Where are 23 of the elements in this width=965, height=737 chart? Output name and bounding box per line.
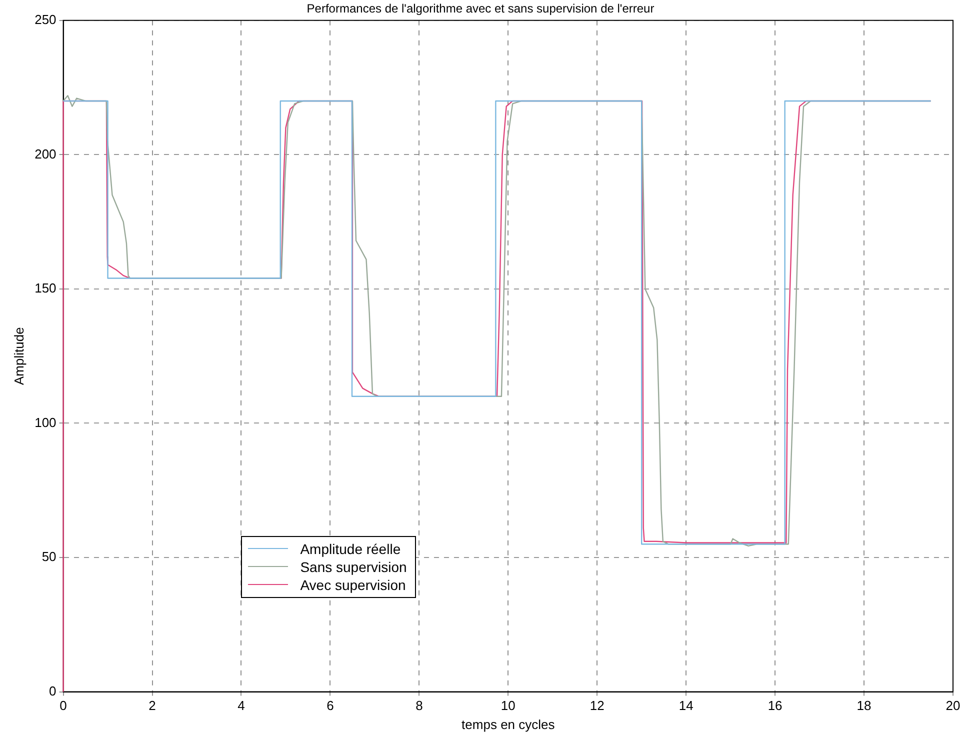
legend-label: Avec supervision: [300, 576, 406, 594]
x-tick-label: 4: [238, 698, 245, 714]
legend-label: Sans supervision: [300, 558, 407, 576]
x-tick-label: 0: [60, 698, 67, 714]
x-tick-label: 2: [148, 698, 156, 714]
legend-label: Amplitude réelle: [300, 540, 401, 558]
y-tick-label: 200: [34, 146, 56, 162]
y-tick-label: 0: [49, 683, 56, 698]
y-tick-label: 100: [34, 414, 56, 430]
chart-title: Performances de l'algorithme avec et sans supervision de l'erreur: [306, 2, 654, 16]
x-axis-title: temps en cycles: [462, 716, 556, 732]
y-tick-label: 250: [34, 12, 56, 27]
x-tick-label: 10: [500, 698, 516, 714]
y-tick-label: 150: [34, 280, 56, 296]
x-tick-label: 12: [590, 698, 604, 714]
x-tick-label: 14: [678, 698, 694, 714]
x-tick-label: 20: [946, 698, 960, 714]
y-axis-title: Amplitude: [11, 327, 26, 386]
y-tick-label: 50: [42, 549, 56, 564]
x-tick-label: 18: [856, 698, 872, 714]
x-tick-label: 16: [768, 698, 782, 714]
x-tick-label: 8: [416, 698, 423, 714]
x-tick-label: 6: [326, 698, 334, 714]
